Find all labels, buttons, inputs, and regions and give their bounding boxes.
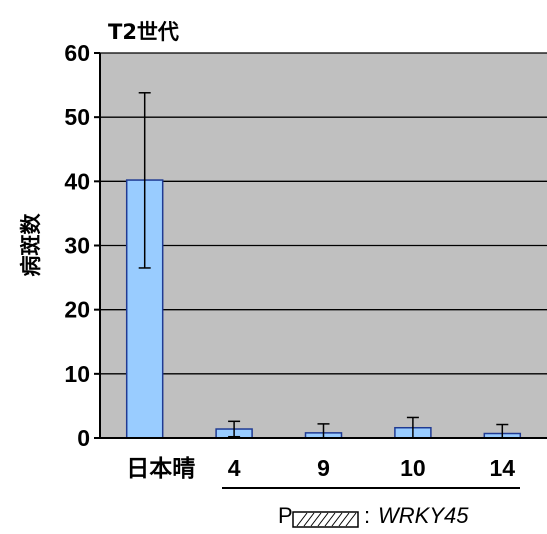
x-tick-label: 9 <box>317 455 330 481</box>
x-tick-label: 14 <box>490 455 516 481</box>
construct-legend: P : WRKY45 <box>278 503 469 528</box>
x-tick-label: 10 <box>400 455 426 481</box>
y-tick-label: 40 <box>64 168 90 194</box>
y-tick-label: 30 <box>64 233 90 259</box>
x-tick-label: 日本晴 <box>126 455 195 481</box>
y-axis-ticks: 0 10 20 30 40 50 60 <box>64 40 100 451</box>
legend-promoter-label: P <box>278 503 293 528</box>
y-tick-label: 20 <box>64 297 90 323</box>
y-tick-label: 50 <box>64 104 90 130</box>
y-axis-label: 病斑数 <box>19 213 43 277</box>
legend-separator: : <box>364 503 370 528</box>
x-axis-tick-labels: 日本晴 4 9 10 14 <box>126 455 515 481</box>
chart-title: T2世代 <box>108 20 179 44</box>
x-tick-label: 4 <box>228 455 241 481</box>
legend-gene-name: WRKY45 <box>378 503 469 528</box>
y-tick-label: 0 <box>77 425 90 451</box>
y-tick-label: 10 <box>64 361 90 387</box>
y-tick-label: 60 <box>64 40 90 66</box>
